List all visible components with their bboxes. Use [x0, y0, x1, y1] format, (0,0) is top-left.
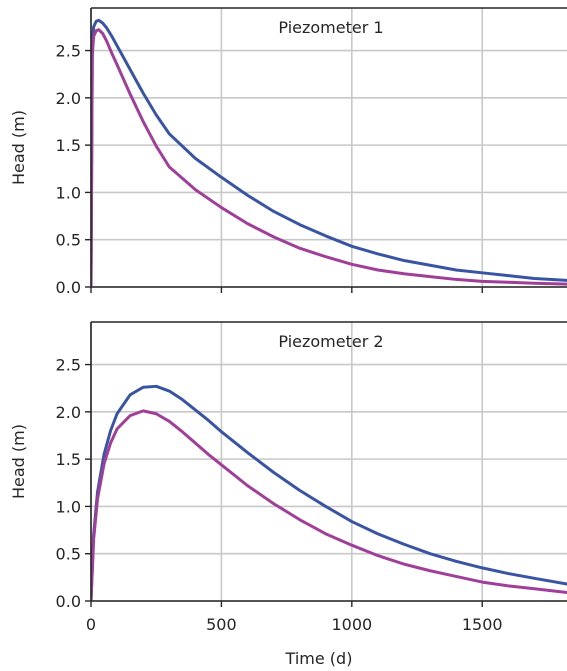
- y-axis-label: Head (m): [9, 110, 28, 185]
- series-line-1: [91, 384, 567, 601]
- y-tick-label: 1.5: [56, 136, 81, 155]
- y-tick-label: 2.5: [56, 356, 81, 375]
- y-tick-label: 0.5: [56, 231, 81, 250]
- x-tick-label: 1500: [462, 615, 503, 634]
- x-axis-label: Time (d): [285, 649, 353, 668]
- chart-panel-2: 0.0 0.5 1.0 1.5 2.0 2.5 0 500 1000 1500 Piezometer…: [9, 321, 567, 668]
- series-line-2: [91, 28, 567, 287]
- y-tick-label: 0.0: [56, 592, 81, 611]
- x-tick-label: 500: [206, 615, 237, 634]
- y-tick-label: 0.5: [56, 545, 81, 564]
- y-tick-label: 2.0: [56, 403, 81, 422]
- chart-panel-1: 0.0 0.5 1.0 1.5 2.0 2.5 Piezometer 1 Head (m): [9, 7, 567, 297]
- series-line-2: [91, 409, 567, 601]
- series-line-1: [91, 18, 567, 287]
- panel-title: Piezometer 1: [278, 18, 383, 37]
- x-tick-label: 1000: [331, 615, 372, 634]
- y-tick-label: 1.0: [56, 497, 81, 516]
- y-tick-label: 1.0: [56, 183, 81, 202]
- x-tick-label: 0: [86, 615, 96, 634]
- y-axis-label: Head (m): [9, 424, 28, 499]
- y-tick-label: 0.0: [56, 278, 81, 297]
- y-tick-label: 2.5: [56, 42, 81, 61]
- y-tick-label: 1.5: [56, 450, 81, 469]
- panel-title: Piezometer 2: [278, 332, 383, 351]
- y-tick-label: 2.0: [56, 89, 81, 108]
